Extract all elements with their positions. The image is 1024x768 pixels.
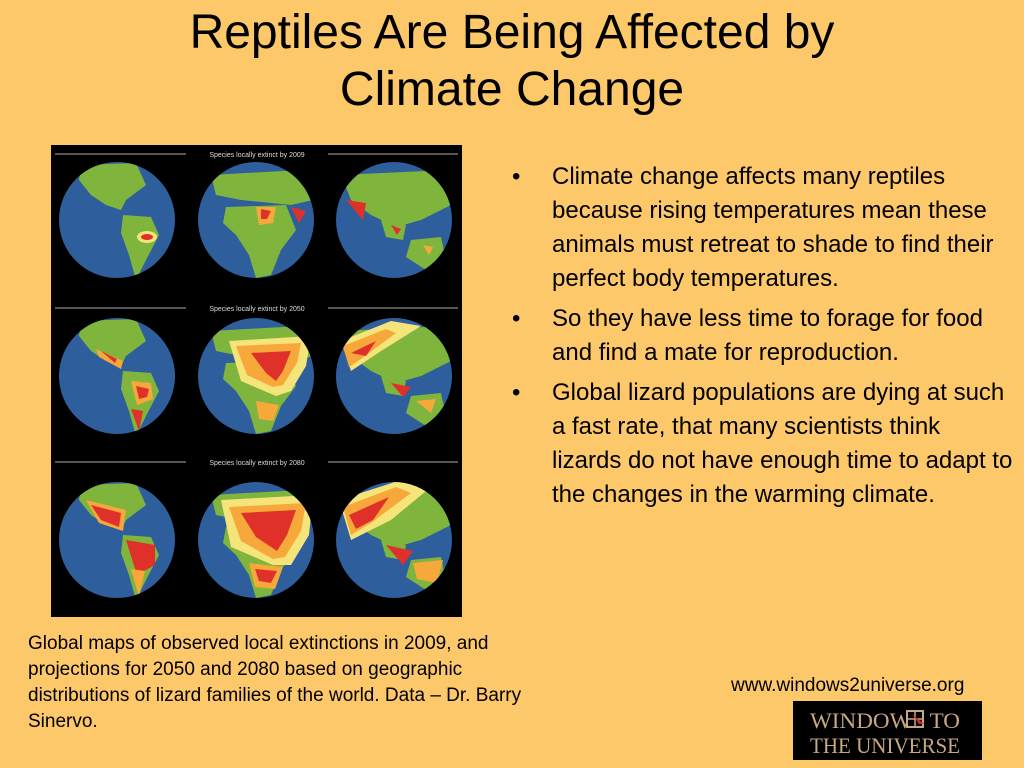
slide-title-line2: Climate Change [339, 63, 685, 116]
panel-2050: Species locally extinct by 2050 [55, 306, 458, 434]
panel-label-2080: Species locally extinct by 2080 [209, 460, 304, 467]
windows-to-the-universe-logo: WINDOWS TO THE UNIVERSE [793, 701, 982, 760]
figure-caption: Global maps of observed local extinction… [28, 633, 522, 732]
bullet-marker: • [512, 305, 521, 332]
slide-title: Reptiles Are Being Affected by Climate C… [0, 4, 1024, 118]
extinction-globe-maps: Species locally extinct by 2009 [51, 145, 462, 617]
bullet-marker: • [512, 379, 521, 406]
bullet-marker: • [512, 163, 521, 190]
window-icon [906, 710, 924, 728]
bullet-text: Climate change affects many reptiles bec… [552, 163, 994, 292]
logo-line2: THE UNIVERSE [810, 733, 960, 758]
panel-label-2050: Species locally extinct by 2050 [209, 306, 304, 313]
bullet-list: • Climate change affects many reptiles b… [508, 160, 1013, 518]
panel-label-2009: Species locally extinct by 2009 [209, 152, 304, 159]
logo-graphic: WINDOWS TO THE UNIVERSE [810, 708, 960, 758]
source-url: www.windows2universe.org [731, 675, 965, 696]
panel-2080: Species locally extinct by 2080 [55, 460, 458, 598]
logo-line1: WINDOWS TO [810, 708, 960, 733]
bullet-item: • So they have less time to forage for f… [508, 302, 1013, 370]
bullet-item: • Climate change affects many reptiles b… [508, 160, 1013, 296]
slide-title-line1: Reptiles Are Being Affected by [189, 6, 835, 59]
bullet-item: • Global lizard populations are dying at… [508, 376, 1013, 512]
globe-maps-graphic: Species locally extinct by 2009 [55, 152, 458, 598]
bullet-text: So they have less time to forage for foo… [552, 305, 983, 366]
panel-2009: Species locally extinct by 2009 [55, 152, 458, 278]
bullet-text: Global lizard populations are dying at s… [552, 379, 1013, 508]
